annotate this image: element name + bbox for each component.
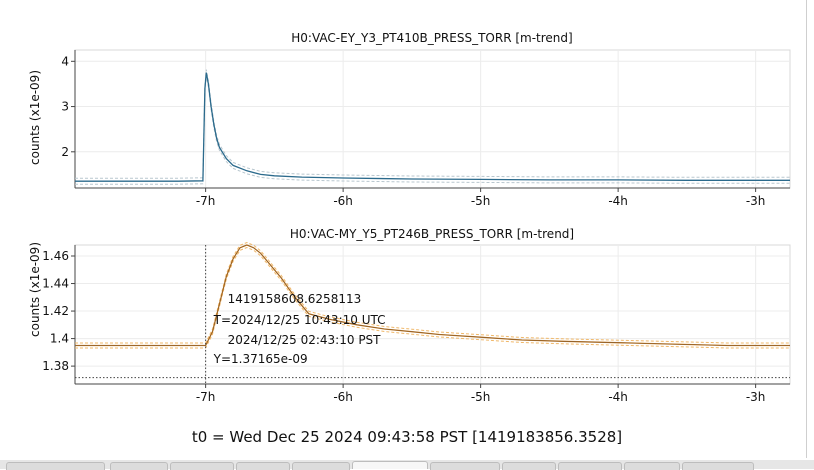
- x-tick-label-0-3: -4h: [608, 194, 628, 208]
- series-mean-line-1-0: [75, 244, 790, 346]
- tab-1[interactable]: [6, 462, 105, 470]
- x-tick-label-1-0: -7h: [196, 390, 216, 404]
- x-tick-label-0-1: -6h: [333, 194, 353, 208]
- cursor-utc-label: T=2024/12/25 10:43:10 UTC: [213, 313, 386, 327]
- series-line-0-0: [75, 72, 790, 182]
- cursor-y-label: Y=1.37165e-09: [213, 352, 308, 366]
- tab-9[interactable]: [558, 462, 622, 470]
- x-tick-label-1-3: -4h: [608, 390, 628, 404]
- tab-4[interactable]: [236, 462, 290, 470]
- x-tick-label-0-0: -7h: [196, 194, 216, 208]
- y-tick-label-0-0: 2: [61, 145, 69, 159]
- tab-7[interactable]: [430, 462, 500, 470]
- plot-frame-0: [74, 49, 791, 189]
- cursor-pst-label: 2024/12/25 02:43:10 PST: [228, 333, 382, 347]
- x-tick-label-1-4: -3h: [746, 390, 766, 404]
- y-tick-label-0-1: 3: [61, 100, 69, 114]
- window-edge: [806, 0, 807, 458]
- plot-title-top: H0:VAC-EY_Y3_PT410B_PRESS_TORR [m-trend]: [291, 31, 573, 45]
- tab-5[interactable]: [292, 462, 350, 470]
- y-tick-label-1-1: 1.4: [50, 332, 69, 346]
- series-max-band-1-0: [75, 241, 790, 344]
- x-tick-label-0-2: -5h: [471, 194, 491, 208]
- x-tick-label-1-1: -6h: [333, 390, 353, 404]
- tab-3[interactable]: [170, 462, 234, 470]
- cursor-gps-label: 1419158608.6258113: [228, 292, 362, 306]
- plot-frame-1: [74, 244, 791, 385]
- tab-2[interactable]: [110, 462, 168, 470]
- x-tick-label-0-4: -3h: [746, 194, 766, 208]
- t0-label: t0 = Wed Dec 25 2024 09:43:58 PST [14191…: [191, 428, 623, 446]
- tab-10[interactable]: [624, 462, 680, 470]
- tab-6[interactable]: [352, 461, 428, 469]
- tab-11[interactable]: [682, 462, 754, 470]
- y-tick-label-1-4: 1.46: [42, 249, 69, 263]
- x-tick-label-1-2: -5h: [471, 390, 491, 404]
- y-tick-label-1-0: 1.38: [42, 359, 69, 373]
- y-tick-label-0-2: 4: [61, 54, 69, 68]
- y-axis-label-bottom: counts (x1e-09): [28, 241, 42, 337]
- series-min-band-1-0: [75, 246, 790, 349]
- y-tick-label-1-2: 1.42: [42, 304, 69, 318]
- plot-title-bottom: H0:VAC-MY_Y5_PT246B_PRESS_TORR [m-trend]: [289, 227, 575, 241]
- tab-8[interactable]: [502, 462, 556, 470]
- y-tick-label-1-3: 1.44: [42, 277, 69, 291]
